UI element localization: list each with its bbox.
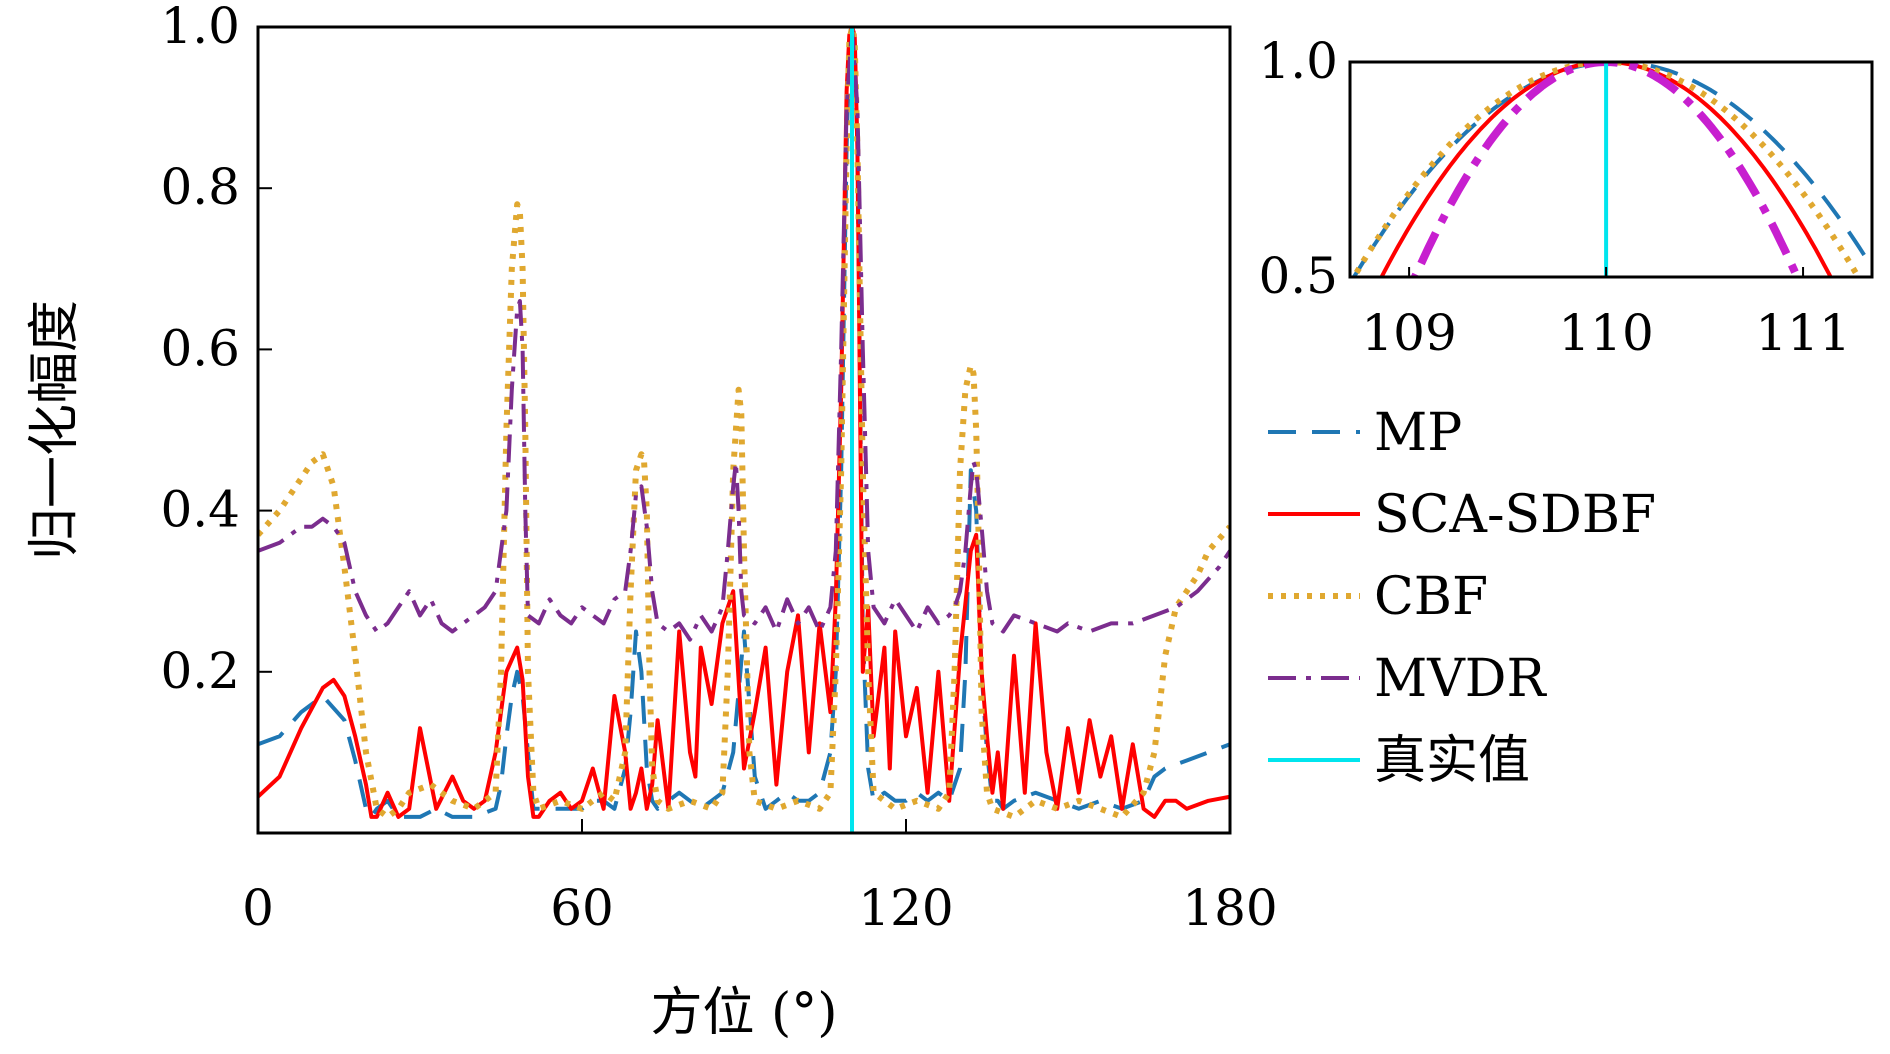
legend-item-series-4: 真实值	[1268, 731, 1530, 791]
inset-y-tick-label: 0.5	[1258, 247, 1338, 305]
legend-label: CBF	[1374, 567, 1488, 627]
x-axis-label: 方位 (°)	[650, 983, 837, 1043]
y-tick-label: 1.0	[160, 0, 240, 55]
series-line-mvdr	[258, 27, 1230, 642]
legend-label: MVDR	[1374, 649, 1547, 709]
inset-x-tick-label: 109	[1361, 304, 1456, 362]
x-tick-label: 60	[550, 879, 614, 937]
legend-label: 真实值	[1374, 731, 1530, 791]
inset-plot-frame	[1348, 60, 1874, 279]
legend-label: MP	[1374, 403, 1462, 463]
legend-item-mp: MP	[1268, 403, 1462, 463]
inset-x-ticks: 109 110 111	[1361, 267, 1851, 362]
series-line-cbf	[258, 27, 1230, 820]
y-tick-label: 0.2	[160, 642, 240, 700]
x-tick-label: 0	[242, 879, 274, 937]
y-tick-label: 0.8	[160, 158, 240, 216]
legend-label: SCA-SDBF	[1374, 485, 1656, 545]
series-line-sca-sdbf	[258, 27, 1230, 819]
series-line-mp	[258, 27, 1230, 819]
inset-x-tick-label: 111	[1755, 304, 1850, 362]
inset-x-tick-label: 110	[1558, 304, 1653, 362]
main-series-group	[258, 27, 1230, 833]
y-axis-label: 归一化幅度	[25, 300, 85, 560]
legend-item-sca-sdbf: SCA-SDBF	[1268, 485, 1656, 545]
y-tick-label: 0.6	[160, 319, 240, 377]
main-plot: 0.2 0.4 0.6 0.8 1.0 0 60 120 180 方位 (°) 归一化幅度	[25, 0, 1278, 1043]
inset-y-tick-label: 1.0	[1258, 32, 1338, 90]
main-y-ticks: 0.2 0.4 0.6 0.8 1.0	[160, 0, 272, 700]
inset-y-ticks: 0.5 1.0	[1258, 32, 1360, 305]
legend-item-mvdr: MVDR	[1268, 649, 1547, 709]
main-x-ticks: 0 60 120 180	[242, 819, 1278, 937]
y-tick-label: 0.4	[160, 481, 240, 539]
x-tick-label: 180	[1182, 879, 1277, 937]
inset-plot: 0.5 1.0 109 110 111	[1258, 32, 1874, 362]
x-tick-label: 120	[858, 879, 953, 937]
main-plot-frame	[256, 25, 1232, 835]
legend-item-cbf: CBF	[1268, 567, 1488, 627]
legend: MP SCA-SDBF CBF MVDR 真实值	[1268, 403, 1656, 791]
